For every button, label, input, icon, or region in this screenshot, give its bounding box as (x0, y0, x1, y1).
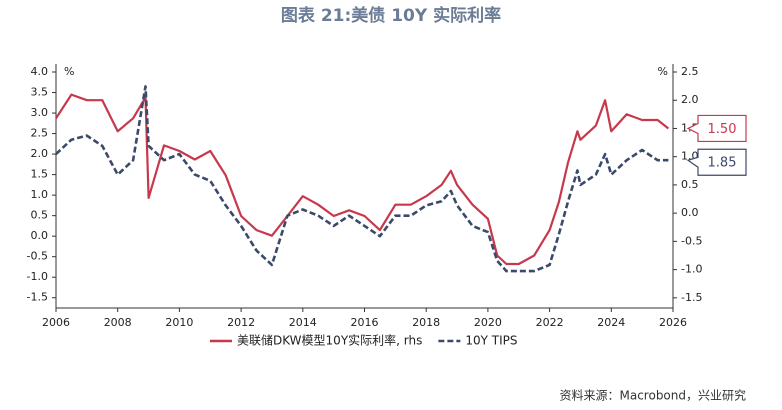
x-tick-label: 2014 (289, 316, 317, 329)
y-tick-label: -1.0 (27, 270, 48, 283)
x-tick-label: 2016 (351, 316, 379, 329)
y2-tick-label: -1.5 (681, 291, 702, 304)
y2-tick-label: 2.5 (681, 65, 699, 78)
y-tick-label: 3.5 (31, 86, 49, 99)
y2-unit: % (658, 65, 668, 78)
y-tick-label: -1.5 (27, 291, 48, 304)
y2-tick-label: 2.0 (681, 93, 699, 106)
legend-label: 10Y TIPS (465, 334, 517, 348)
legend-label: 美联储DKW模型10Y实际利率, rhs (237, 333, 422, 348)
y-tick-label: 0.0 (31, 229, 49, 242)
x-tick-label: 2008 (104, 316, 132, 329)
x-tick-label: 2006 (42, 316, 70, 329)
y2-tick-label: 0.5 (681, 178, 699, 191)
y-tick-label: 2.0 (31, 147, 49, 160)
y-tick-label: 3.0 (31, 106, 49, 119)
y2-tick-label: 0.0 (681, 206, 699, 219)
callout-label: 1.50 (708, 122, 737, 137)
callout-label: 1.85 (708, 156, 737, 171)
y-unit: % (64, 65, 74, 78)
y-tick-label: 0.5 (31, 209, 49, 222)
callout-box (686, 114, 747, 143)
y-tick-label: 2.5 (31, 127, 49, 140)
x-tick-label: 2012 (227, 316, 255, 329)
x-tick-label: 2024 (597, 316, 625, 329)
y-tick-label: 4.0 (31, 65, 49, 78)
y2-tick-label: -0.5 (681, 234, 702, 247)
x-tick-label: 2018 (412, 316, 440, 329)
y-tick-label: -0.5 (27, 250, 48, 263)
y-tick-label: 1.0 (31, 188, 49, 201)
x-tick-label: 2020 (474, 316, 502, 329)
series-line (55, 85, 669, 273)
series-line (55, 93, 670, 266)
x-tick-label: 2010 (165, 316, 193, 329)
callout-box (686, 148, 747, 176)
y-tick-label: 1.5 (31, 168, 49, 181)
y2-tick-label: -1.0 (681, 263, 702, 276)
chart-title: 图表 21:美债 10Y 实际利率 (281, 5, 501, 26)
x-tick-label: 2022 (536, 316, 564, 329)
x-tick-label: 2026 (659, 316, 687, 329)
source: 资料来源：Macrobond，兴业研究 (560, 388, 747, 403)
